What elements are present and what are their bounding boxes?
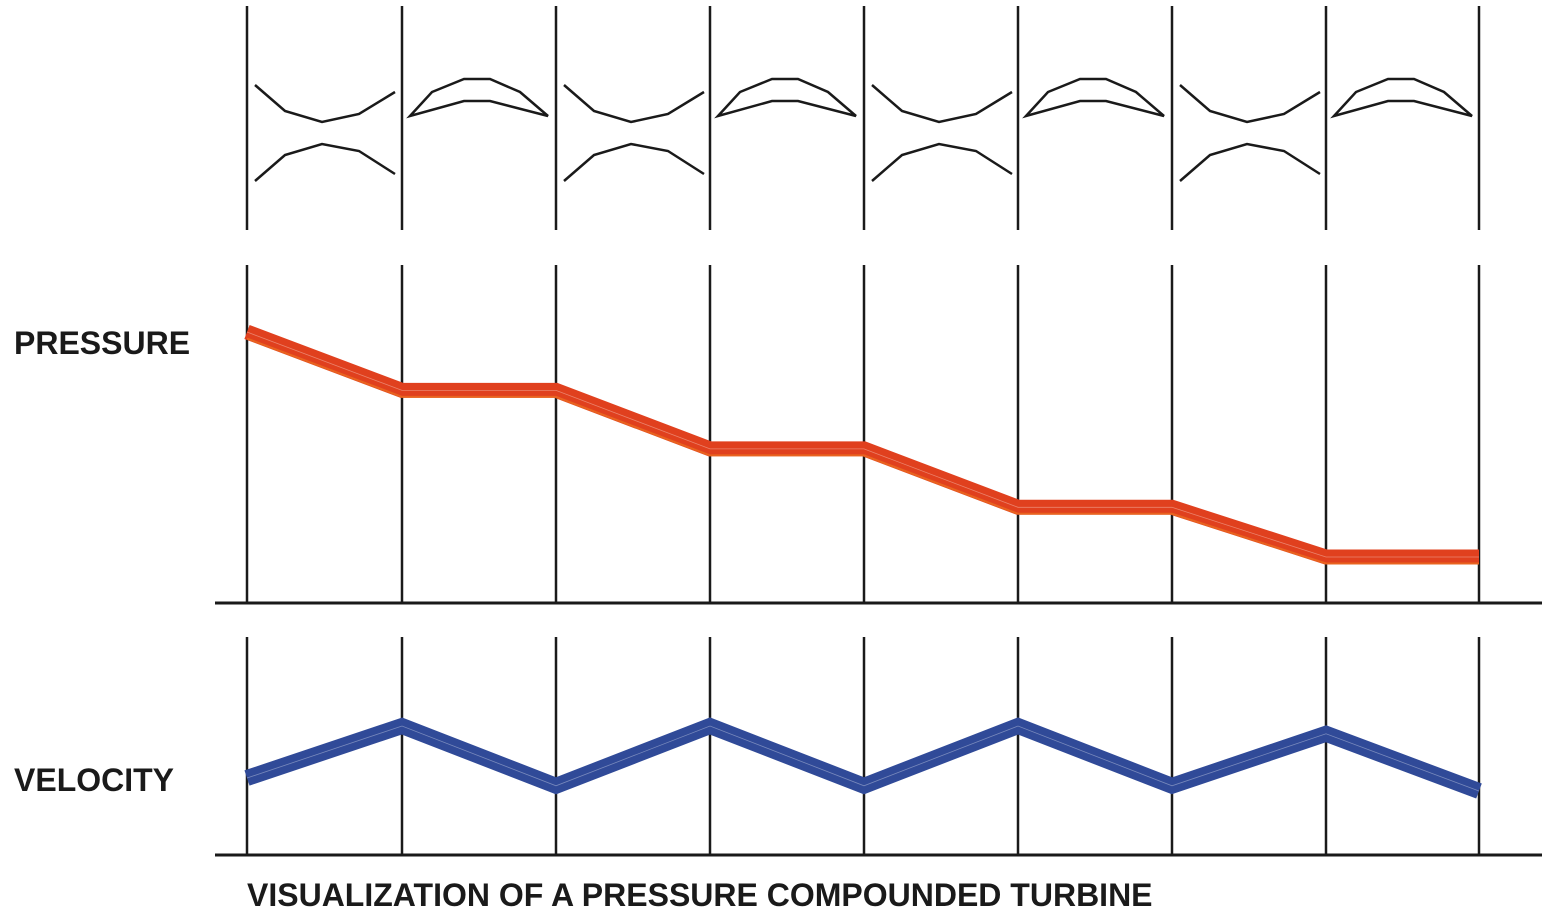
- nozzle-upper-wall: [254, 84, 396, 124]
- nozzle-lower-wall: [871, 142, 1013, 182]
- velocity-label: VELOCITY: [14, 762, 174, 798]
- nozzle-profile: [563, 84, 705, 182]
- pressure-gridlines: [245, 265, 1481, 603]
- stage-dividers: [245, 6, 1481, 230]
- nozzle-profile: [1179, 84, 1321, 182]
- moving-blade-profile: [1330, 77, 1473, 119]
- nozzle-profile: [871, 84, 1013, 182]
- moving-blade-profile: [714, 77, 857, 119]
- velocity-line: [244, 717, 1482, 799]
- moving-blade-profile: [1022, 77, 1165, 119]
- nozzle-profile: [254, 84, 396, 182]
- nozzle-upper-wall: [1179, 84, 1321, 124]
- diagram-caption: VISUALIZATION OF A PRESSURE COMPOUNDED T…: [247, 877, 1153, 909]
- pressure-band: [244, 324, 1479, 565]
- moving-blade-profile: [406, 77, 549, 119]
- pressure-line: [244, 324, 1479, 565]
- velocity-panel: [215, 637, 1542, 857]
- pressure-band-highlight: [246, 331, 1479, 558]
- pressure-band-edge: [246, 337, 1479, 565]
- stage-profiles: [254, 77, 1473, 182]
- pressure-label: PRESSURE: [14, 325, 190, 361]
- pressure-panel: [215, 265, 1542, 605]
- nozzle-upper-wall: [563, 84, 705, 124]
- nozzle-upper-wall: [871, 84, 1013, 124]
- velocity-band-highlight: [246, 725, 1480, 792]
- nozzle-lower-wall: [254, 142, 396, 182]
- velocity-gridlines: [245, 637, 1481, 855]
- nozzle-lower-wall: [563, 142, 705, 182]
- velocity-band: [244, 717, 1482, 799]
- nozzle-lower-wall: [1179, 142, 1321, 182]
